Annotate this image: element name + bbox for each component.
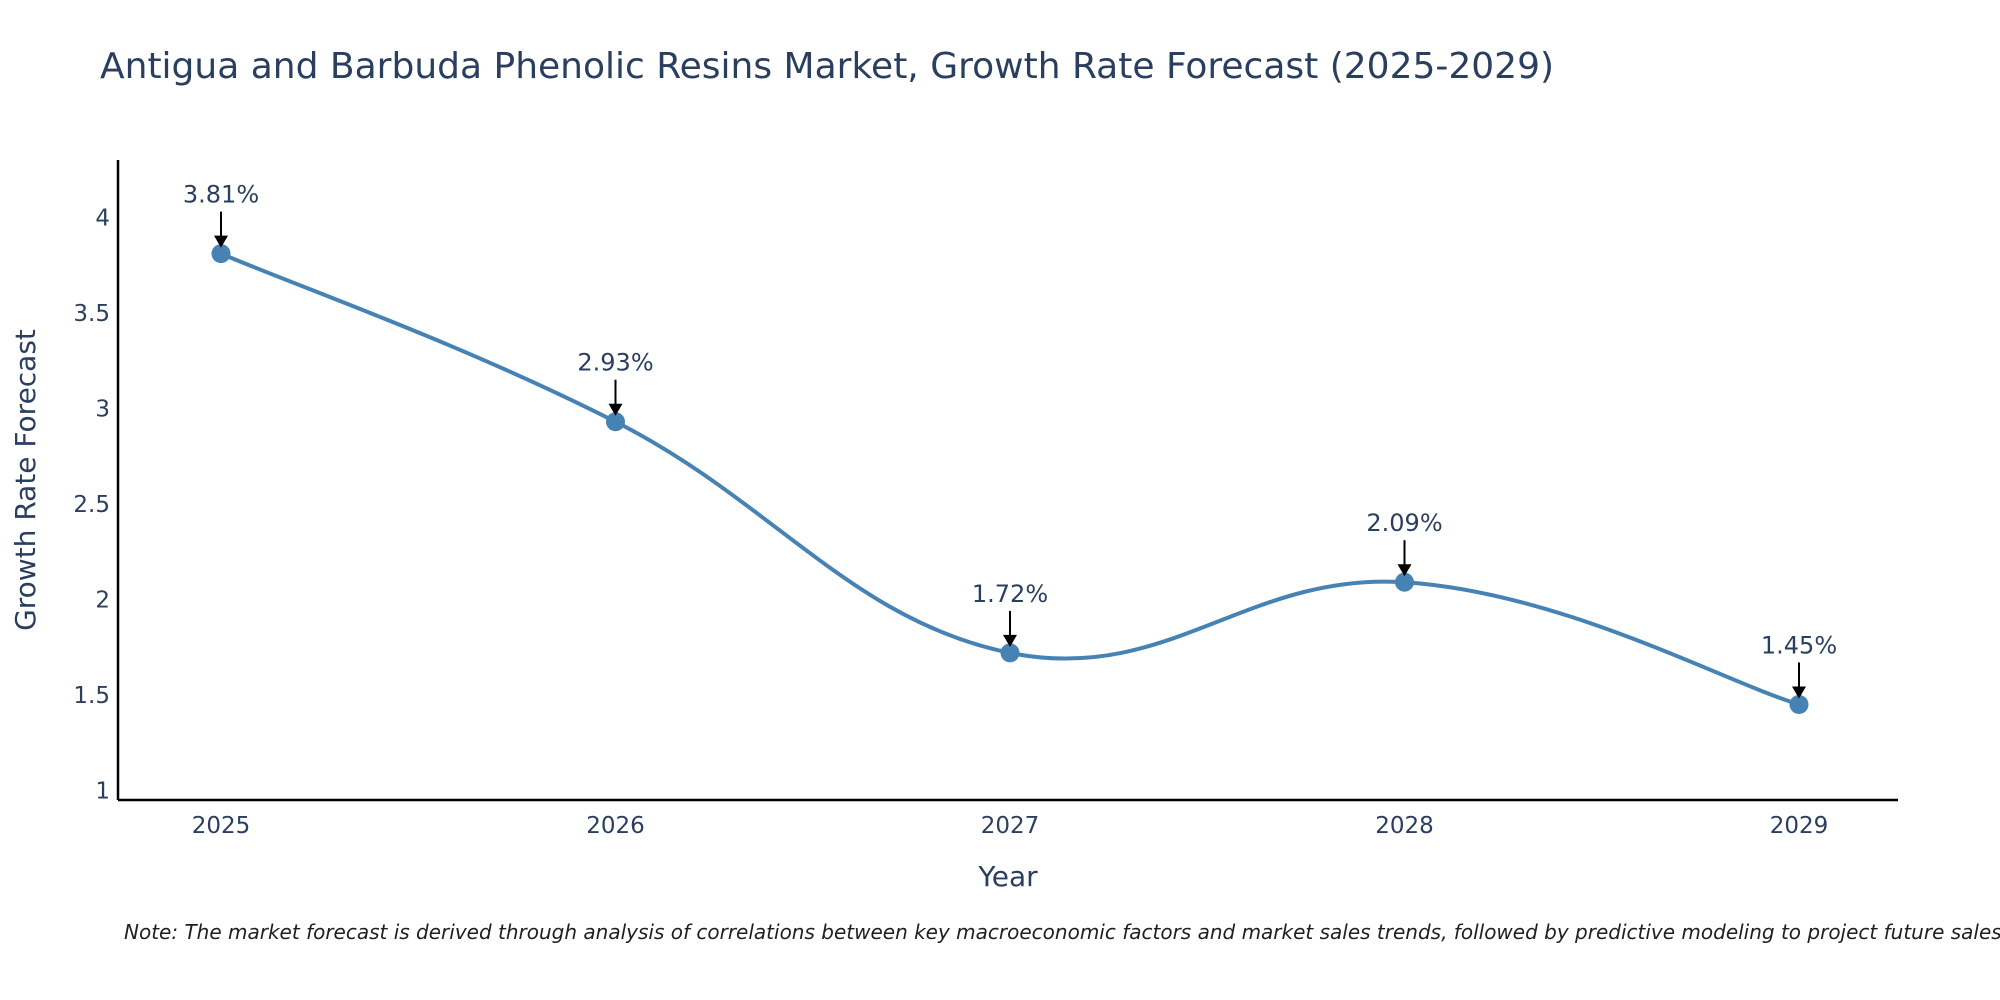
chart-note: Note: The market forecast is derived thr…	[124, 920, 2000, 944]
axes: 1 1.5 2 2.5 3 3.5 4 2025 2026 2027 2028 2029	[73, 160, 1898, 839]
annotation-arrow-head	[1397, 564, 1412, 577]
data-labels: 3.81% 2.93% 1.72% 2.09% 1.45%	[183, 181, 1837, 699]
y-tick-label: 1	[95, 778, 110, 804]
annotation-arrow-head	[214, 235, 228, 248]
y-tick-label: 3	[95, 396, 110, 422]
data-label-2028: 2.09%	[1366, 509, 1442, 537]
x-tick-label: 2028	[1375, 813, 1434, 839]
data-point-2026	[606, 412, 625, 432]
y-tick-label: 4	[95, 205, 110, 231]
x-tick-label: 2027	[981, 813, 1040, 839]
data-label-2027: 1.72%	[972, 580, 1048, 608]
data-point-2027	[1000, 643, 1020, 663]
y-tick-label: 3.5	[73, 301, 110, 327]
x-tick-label: 2026	[586, 813, 645, 839]
data-point-2028	[1395, 572, 1414, 592]
chart-title: Antigua and Barbuda Phenolic Resins Mark…	[100, 46, 1555, 87]
x-axis-title: Year	[977, 860, 1038, 893]
x-tick-label: 2029	[1770, 813, 1829, 839]
x-tick-label: 2025	[192, 813, 251, 839]
annotation-arrow-head	[1792, 686, 1806, 699]
data-label-2029: 1.45%	[1761, 631, 1837, 659]
data-point-2029	[1789, 694, 1809, 714]
series-growth-rate	[211, 244, 1809, 714]
annotation-arrow-head	[608, 403, 623, 416]
y-tick-label: 2	[95, 587, 110, 613]
data-label-2025: 3.81%	[183, 181, 259, 209]
y-tick-label: 2.5	[73, 492, 110, 518]
annotation-arrow-head	[1003, 634, 1017, 647]
data-point-2025	[211, 244, 231, 264]
data-label-2026: 2.93%	[577, 349, 653, 377]
y-axis-title: Growth Rate Forecast	[9, 329, 42, 631]
y-tick-label: 1.5	[73, 683, 110, 709]
